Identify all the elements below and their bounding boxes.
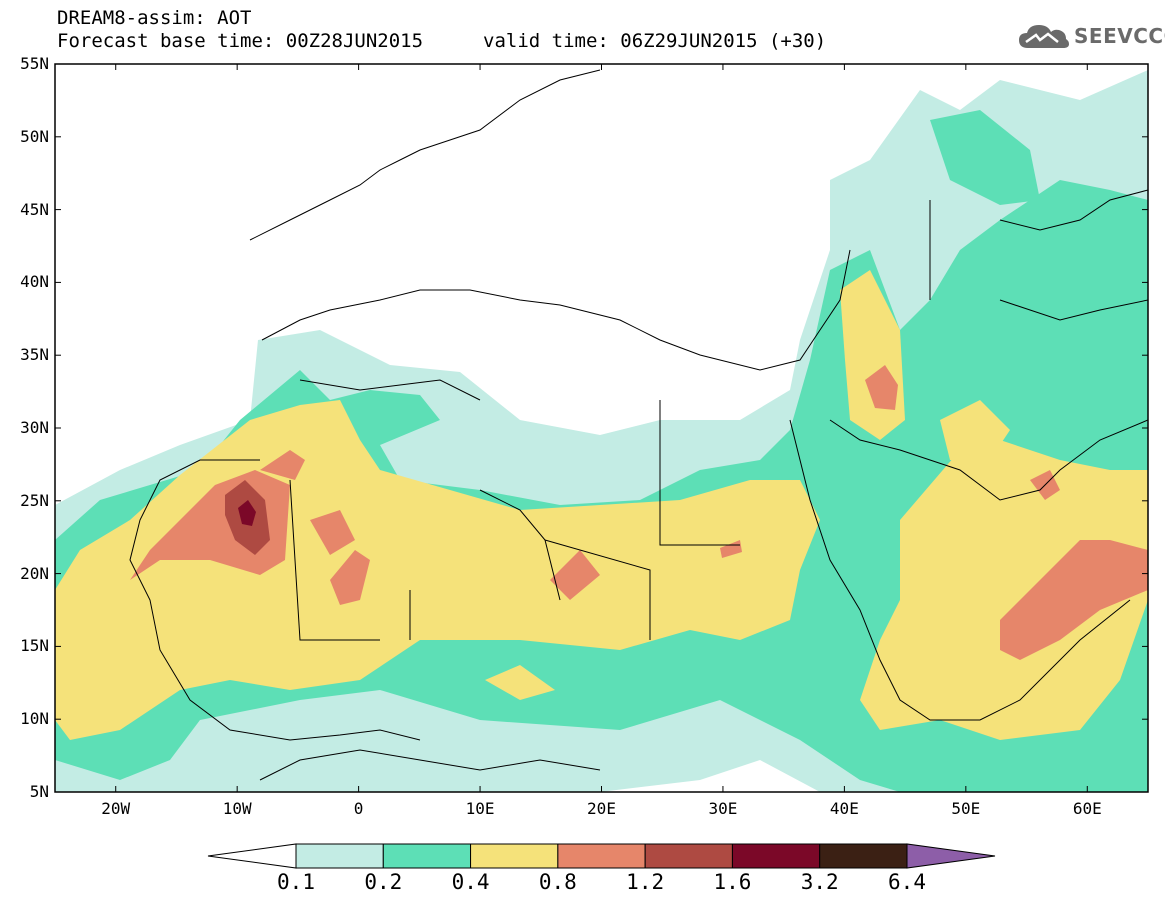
- lon-label: 40E: [829, 799, 859, 818]
- lat-label: 20N: [20, 563, 49, 583]
- colorbar-label: 0.4: [451, 870, 490, 894]
- colorbar-segment-under: [207, 843, 297, 869]
- lon-label: 50E: [951, 799, 981, 818]
- colorbar-segment: [731, 843, 821, 869]
- colorbar-segment: [644, 843, 733, 869]
- colorbar-label: 1.6: [713, 870, 752, 894]
- seevccc-logo: SEEVCCC: [1018, 22, 1165, 50]
- colorbar-label: 3.2: [800, 870, 839, 894]
- colorbar-segment: [819, 843, 908, 869]
- forecast-base-time: Forecast base time: 00Z28JUN2015: [57, 30, 424, 52]
- cloud-icon: [1019, 25, 1069, 48]
- colorbar-segment: [295, 843, 384, 869]
- lon-label: 30E: [708, 799, 738, 818]
- lat-label: 40N: [20, 272, 49, 292]
- logo-text: SEEVCCC: [1074, 24, 1165, 48]
- colorbar-label: 0.1: [277, 870, 315, 894]
- colorbar-segment-over: [906, 843, 996, 869]
- colorbar-label: 0.2: [364, 870, 403, 894]
- lon-label: 20E: [587, 799, 616, 818]
- product-title: DREAM8-assim: AOT: [57, 7, 252, 29]
- colorbar-segment: [382, 843, 472, 869]
- axis-ticks: [55, 63, 1148, 793]
- colorbar-label: 6.4: [888, 870, 926, 894]
- lat-label: 55N: [20, 54, 49, 73]
- valid-time: valid time: 06Z29JUN2015 (+30): [483, 30, 827, 52]
- colorbar-segment: [470, 843, 559, 869]
- colorbar: [207, 843, 996, 869]
- lat-label: 45N: [20, 199, 49, 219]
- lat-label: 10N: [20, 709, 49, 729]
- lon-label: 10E: [465, 799, 495, 818]
- coastlines: [129, 69, 1148, 781]
- lat-label: 50N: [20, 126, 49, 146]
- lat-label: 15N: [20, 636, 49, 656]
- colorbar-segment: [557, 843, 646, 869]
- lon-label: 60E: [1072, 799, 1102, 818]
- lon-label: 10W: [222, 799, 252, 818]
- lon-label: 20W: [101, 799, 131, 818]
- colorbar-label: 0.8: [538, 870, 577, 894]
- aot-field-1.6: [238, 500, 256, 526]
- lat-label: 30N: [20, 418, 49, 437]
- lat-label: 5N: [29, 782, 49, 801]
- lat-label: 25N: [20, 490, 49, 510]
- lon-label: 0: [353, 799, 364, 818]
- colorbar-label: 1.2: [626, 870, 665, 894]
- lat-label: 35N: [20, 345, 49, 365]
